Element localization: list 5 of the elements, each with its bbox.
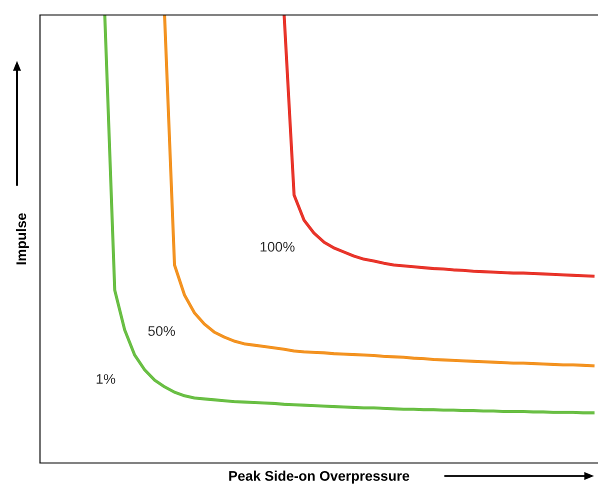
y-axis-title: Impulse	[16, 213, 29, 264]
series-label: 50%	[148, 326, 175, 336]
series-label: 100%	[260, 242, 295, 252]
series-label: 1%	[96, 374, 116, 384]
x-axis-title: Peak Side-on Overpressure	[229, 470, 410, 484]
